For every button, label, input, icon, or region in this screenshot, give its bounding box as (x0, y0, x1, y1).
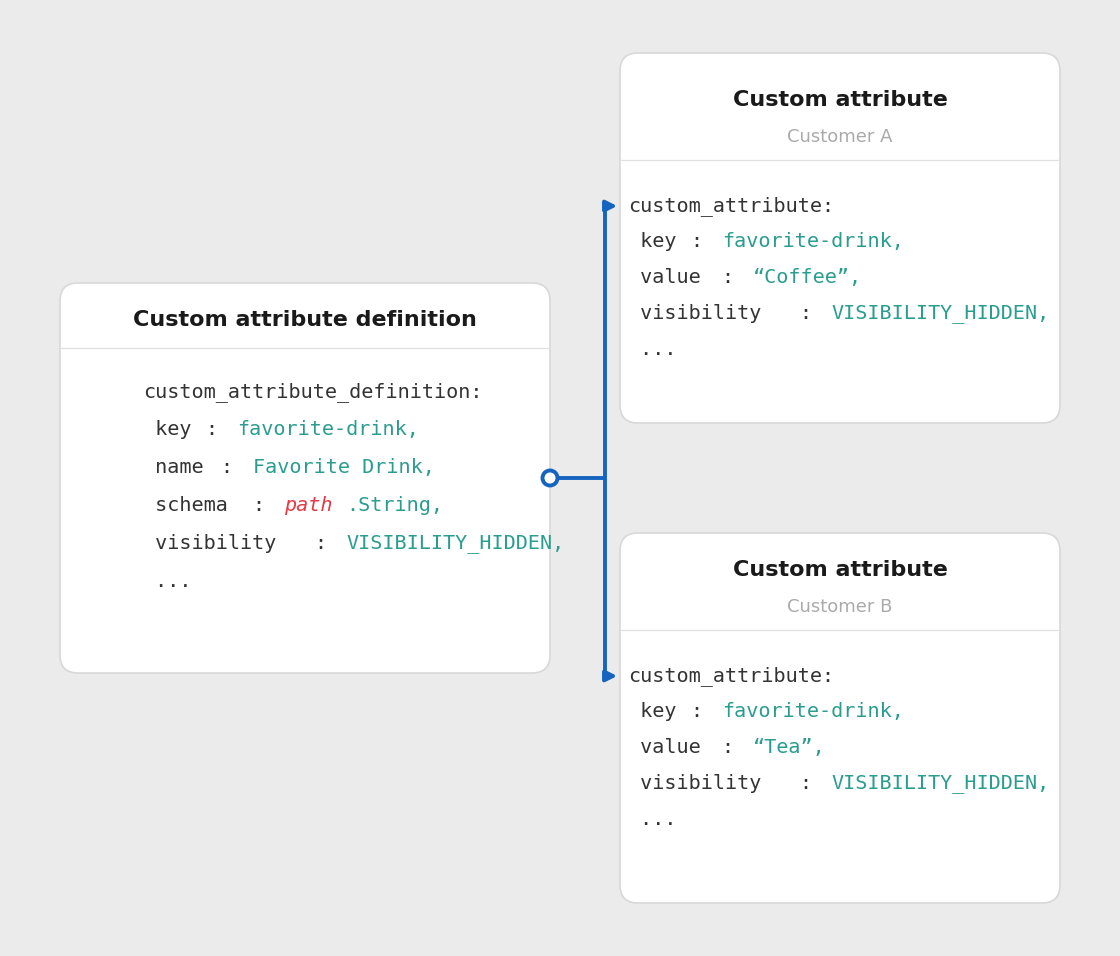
Text: value: value (628, 738, 701, 757)
Text: :: : (722, 738, 746, 757)
Text: :: : (691, 702, 715, 721)
Text: :: : (222, 458, 245, 477)
Text: favorite-drink,: favorite-drink, (236, 420, 419, 439)
Text: “Tea”,: “Tea”, (753, 738, 825, 757)
Text: :: : (691, 232, 715, 251)
Text: .String,: .String, (346, 496, 444, 515)
Text: :: : (252, 496, 277, 515)
Text: visibility: visibility (628, 304, 762, 323)
Text: VISIBILITY_HIDDEN,: VISIBILITY_HIDDEN, (831, 304, 1049, 323)
Text: favorite-drink,: favorite-drink, (722, 232, 904, 251)
Text: Favorite Drink,: Favorite Drink, (252, 458, 435, 477)
Text: custom_attribute:: custom_attribute: (628, 666, 834, 686)
FancyBboxPatch shape (620, 533, 1060, 903)
Text: :: : (206, 420, 230, 439)
Text: VISIBILITY_HIDDEN,: VISIBILITY_HIDDEN, (346, 534, 564, 553)
Text: path: path (283, 496, 333, 515)
Text: key: key (628, 232, 676, 251)
Text: :: : (722, 268, 746, 287)
Text: Customer A: Customer A (787, 128, 893, 146)
FancyBboxPatch shape (620, 53, 1060, 423)
Text: favorite-drink,: favorite-drink, (722, 702, 904, 721)
Text: custom_attribute:: custom_attribute: (628, 196, 834, 216)
Text: value: value (628, 268, 701, 287)
Text: Customer B: Customer B (787, 598, 893, 616)
Text: ...: ... (143, 572, 192, 591)
Text: schema: schema (143, 496, 227, 515)
Text: ...: ... (628, 810, 676, 829)
Text: ...: ... (628, 340, 676, 359)
Circle shape (542, 470, 558, 486)
Text: key: key (143, 420, 192, 439)
Text: VISIBILITY_HIDDEN,: VISIBILITY_HIDDEN, (831, 774, 1049, 793)
FancyBboxPatch shape (60, 283, 550, 673)
Text: visibility: visibility (143, 534, 277, 553)
Text: key: key (628, 702, 676, 721)
Text: Custom attribute: Custom attribute (732, 90, 948, 110)
Text: :: : (800, 304, 824, 323)
Text: “Coffee”,: “Coffee”, (753, 268, 862, 287)
Text: custom_attribute_definition:: custom_attribute_definition: (143, 382, 483, 402)
Text: :: : (800, 774, 824, 793)
Text: Custom attribute: Custom attribute (732, 560, 948, 580)
Text: visibility: visibility (628, 774, 762, 793)
Text: Custom attribute definition: Custom attribute definition (133, 310, 477, 330)
Text: name: name (143, 458, 204, 477)
Text: :: : (315, 534, 339, 553)
